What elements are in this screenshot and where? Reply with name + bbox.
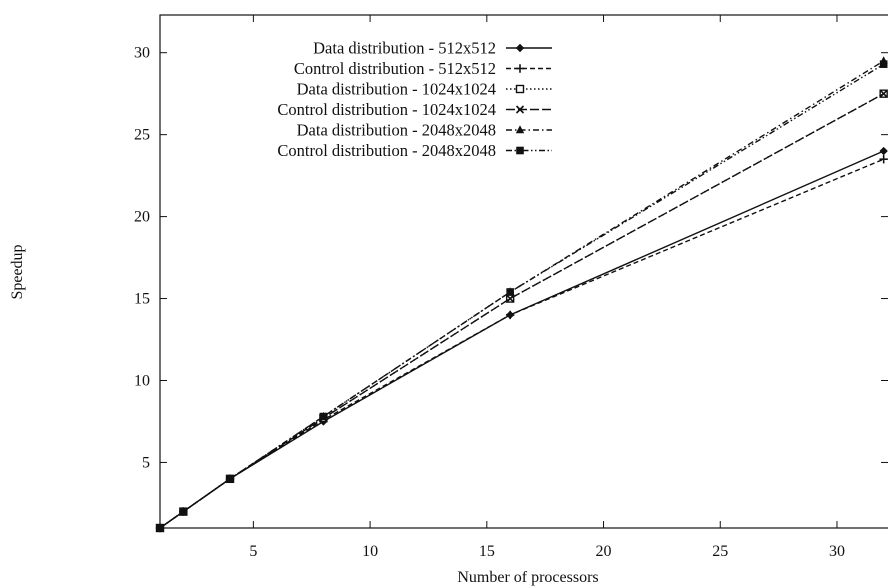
data-point: [879, 89, 888, 98]
series-line: [159, 150, 884, 529]
data-point: [879, 60, 888, 68]
series-1: [155, 146, 888, 533]
legend-marker: [515, 84, 525, 94]
legend-marker: [515, 43, 525, 53]
series-2: [155, 155, 888, 533]
x-tick-label: 5: [249, 543, 257, 560]
legend-entry: Control distribution - 2048x2048: [277, 141, 552, 160]
x-tick-label: 10: [362, 543, 378, 560]
x-tick-label: 25: [712, 543, 728, 560]
legend-label: Control distribution - 512x512: [294, 59, 496, 78]
y-tick-label: 10: [134, 372, 150, 389]
data-point: [156, 524, 164, 532]
data-point: [879, 146, 888, 156]
series-3: [155, 89, 888, 533]
legend-label: Data distribution - 2048x2048: [297, 121, 496, 140]
legend-marker: [515, 64, 525, 73]
legend-label: Data distribution - 1024x1024: [297, 80, 496, 99]
data-point: [319, 412, 328, 421]
legend-entry: Control distribution - 1024x1024: [277, 100, 552, 119]
x-tick-label: 30: [829, 543, 845, 560]
data-point: [505, 310, 515, 320]
legend-entry: Data distribution - 1024x1024: [297, 80, 552, 99]
data-point: [506, 294, 515, 303]
data-point: [179, 507, 188, 516]
data-point: [506, 288, 514, 296]
y-tick-label: 20: [134, 209, 150, 226]
legend-marker: [515, 105, 525, 114]
series-line: [159, 158, 884, 529]
data-point: [879, 155, 888, 164]
y-tick-label: 25: [134, 127, 150, 144]
legend-entry: Data distribution - 2048x2048: [297, 121, 552, 140]
y-tick-label: 5: [142, 454, 150, 471]
legend-entry: Data distribution - 512x512: [313, 39, 552, 58]
x-tick-label: 20: [596, 543, 612, 560]
series-line: [159, 93, 885, 529]
axes: 5 10 15 20 25 30 5 10 15 20 25 30: [134, 15, 888, 560]
data-point: [226, 475, 234, 483]
legend-marker: [516, 146, 524, 155]
legend-label: Data distribution - 512x512: [313, 39, 496, 58]
series-4: [155, 89, 888, 533]
legend-entry: Control distribution - 512x512: [294, 59, 552, 78]
legend-marker: [515, 125, 525, 134]
y-tick-label: 15: [134, 291, 150, 308]
series-6: [156, 60, 888, 532]
legend-label: Control distribution - 2048x2048: [277, 141, 496, 160]
legend-label: Control distribution - 1024x1024: [277, 100, 496, 119]
series-line: [159, 93, 885, 529]
series-line: [159, 63, 885, 529]
plot-frame: [159, 14, 888, 529]
y-axis-label: Speedup: [9, 244, 26, 299]
x-axis-label: Number of processors: [457, 569, 598, 586]
y-tick-label: 30: [134, 45, 150, 62]
x-tick-label: 15: [479, 543, 495, 560]
series-5: [155, 56, 888, 532]
series-lines: [155, 56, 888, 533]
